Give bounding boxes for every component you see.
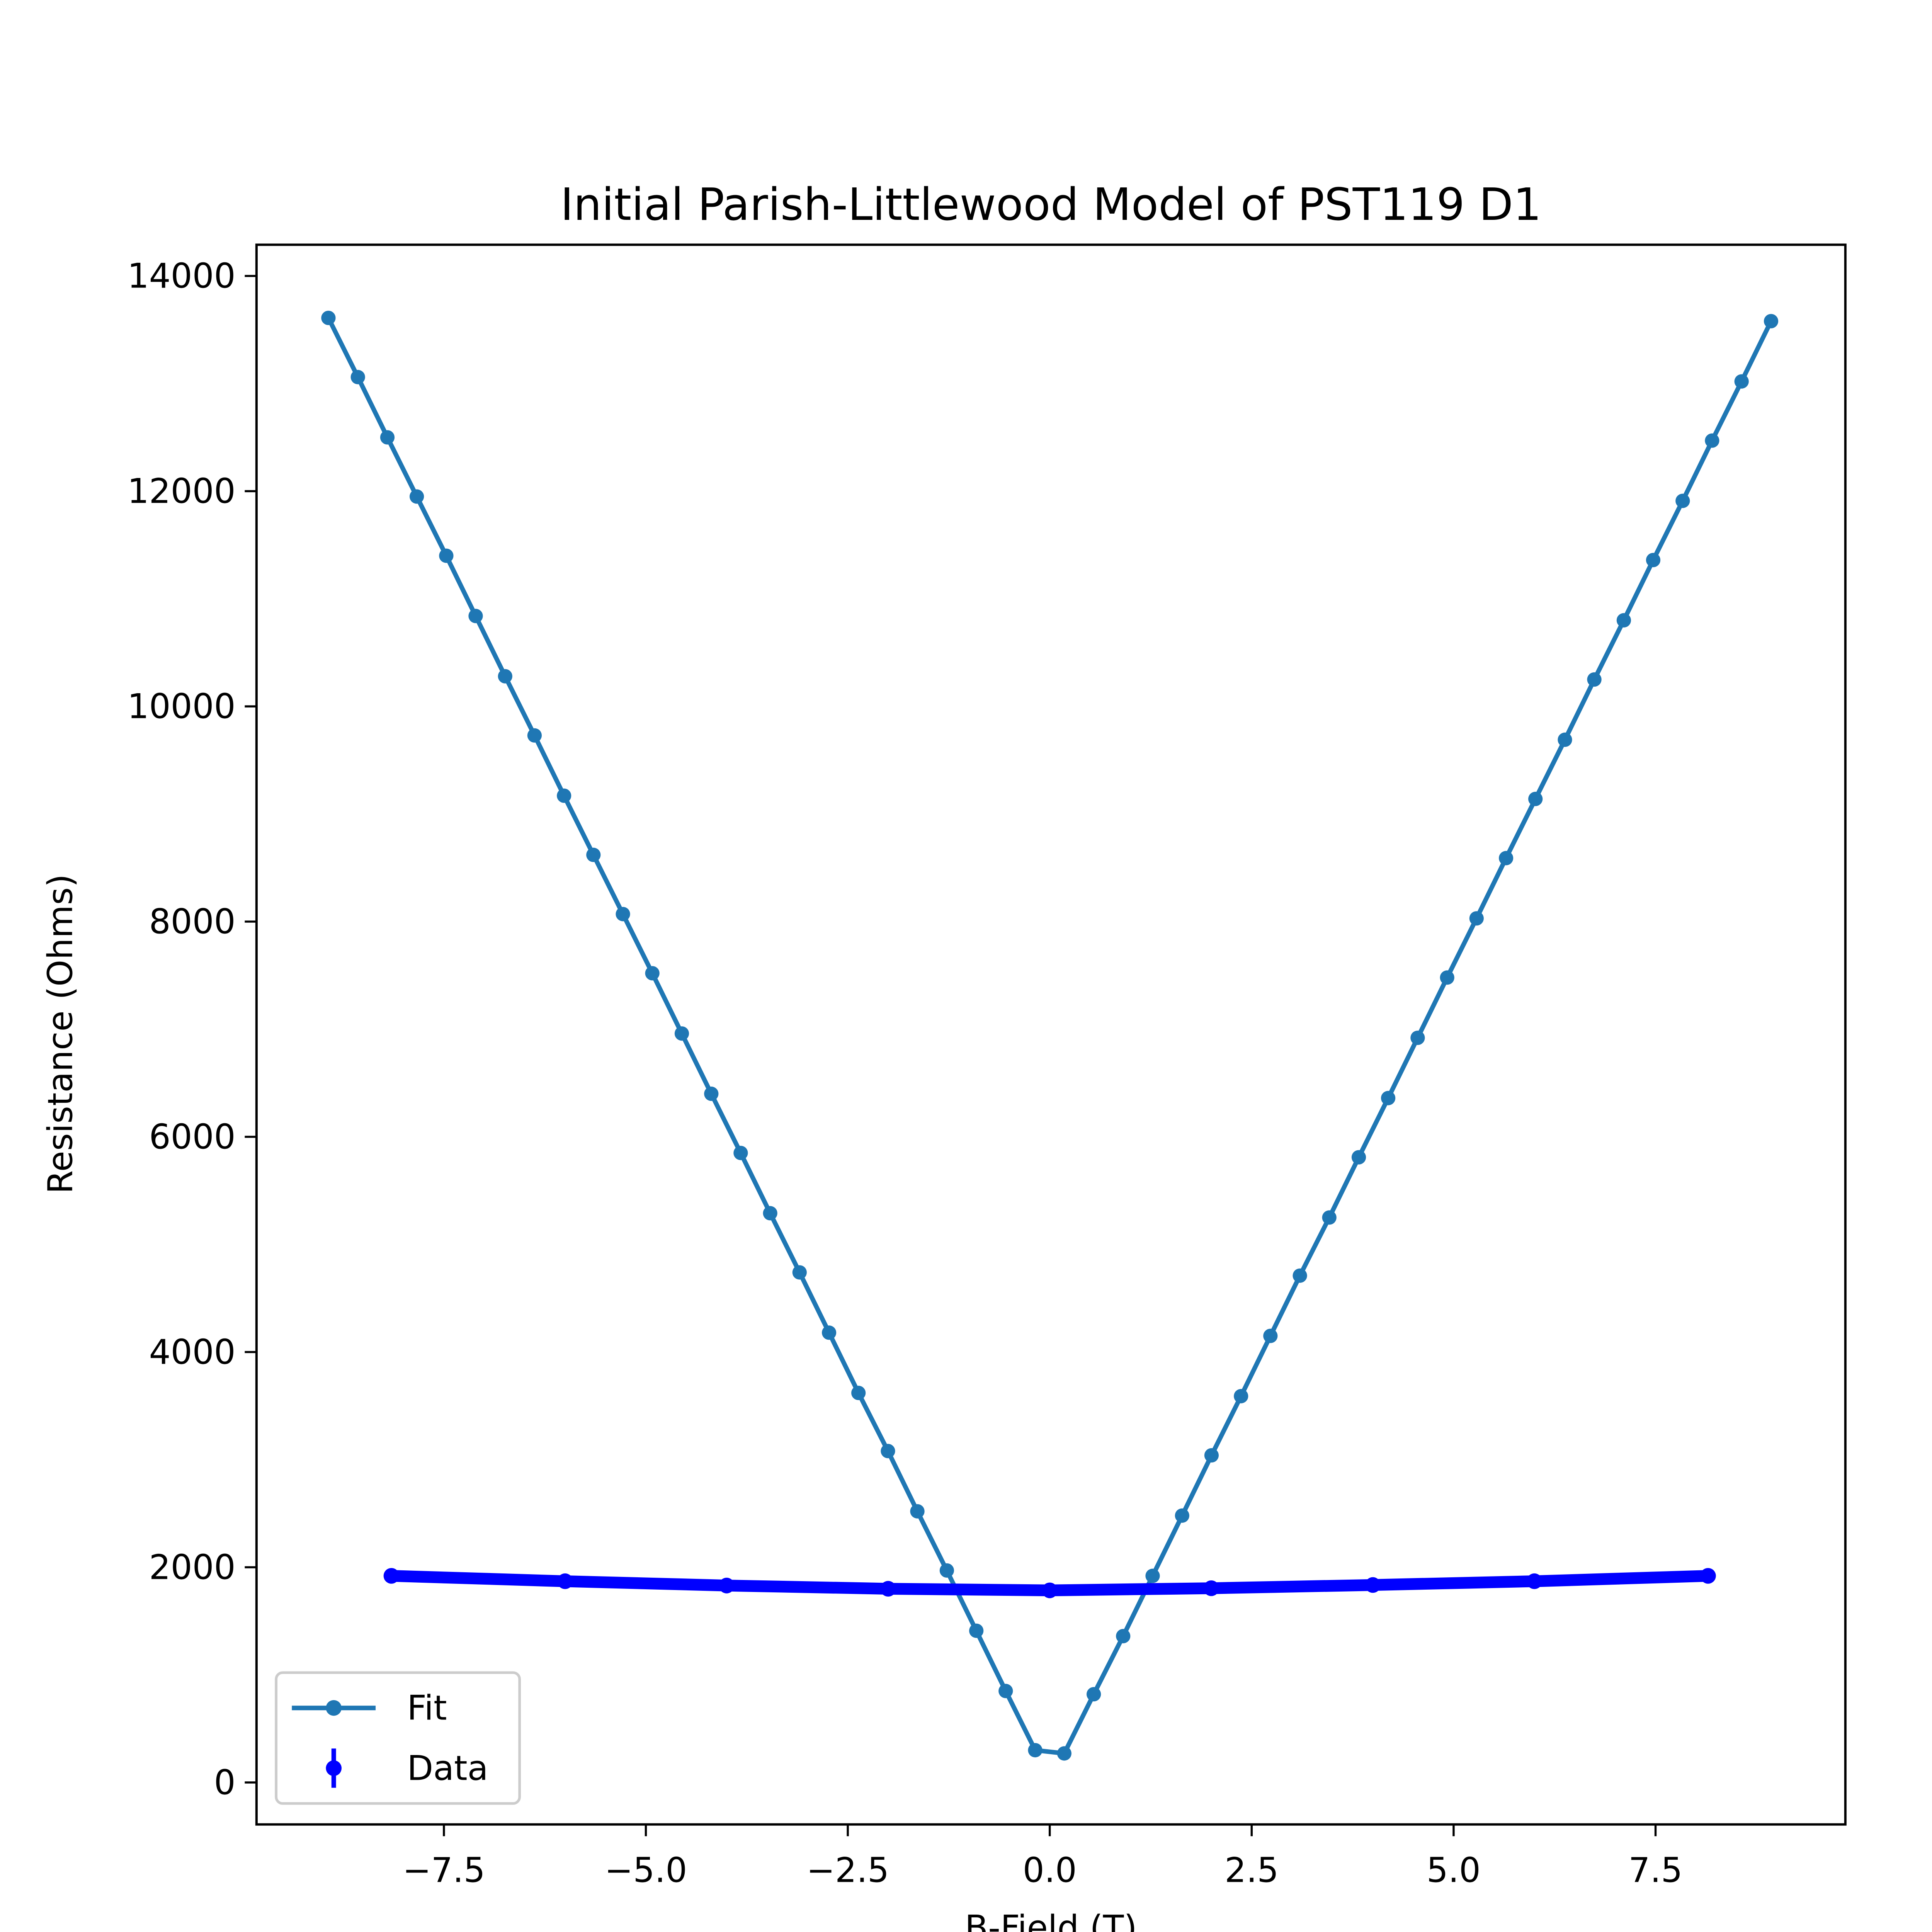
fit-point [439,548,454,563]
fit-point [586,847,601,862]
fit-point [851,1386,866,1400]
fit-point [350,370,365,384]
fit-point [910,1504,925,1519]
fit-point [733,1146,748,1160]
fit-point [1498,851,1514,866]
fit-point [1734,374,1749,389]
data-point [719,1578,735,1594]
data-point [1203,1580,1219,1596]
data-point [1042,1582,1058,1599]
x-tick-label: 7.5 [1629,1850,1683,1890]
data-point [1700,1568,1716,1584]
chart-title: Initial Parish-Littlewood Model of PST11… [560,179,1541,231]
fit-point [409,489,424,504]
fit-point [1528,791,1543,806]
fit-point [763,1206,777,1221]
y-tick-label: 14000 [128,256,236,296]
y-tick-label: 4000 [149,1332,236,1372]
fit-point [1175,1508,1189,1523]
y-tick-label: 12000 [128,471,236,511]
fit-point [1381,1091,1396,1105]
plot-frame [255,243,1847,1826]
legend-marker [326,1700,342,1716]
fit-point [1351,1150,1366,1165]
fit-point [674,1026,689,1041]
y-tick-label: 10000 [128,687,236,726]
fit-point [527,728,542,743]
data-point [383,1568,400,1584]
y-tick-label: 6000 [149,1117,236,1157]
fit-point [1293,1268,1307,1283]
fit-point [939,1563,954,1578]
fit-point [1204,1448,1219,1463]
fit-point [380,430,395,445]
x-axis-label: B-Field (T) [965,1908,1137,1932]
fit-point [1646,553,1661,567]
data-point [880,1581,896,1597]
fit-point [792,1265,807,1280]
legend-marker [326,1760,342,1776]
y-axis-label: Resistance (Ohms) [40,874,80,1194]
fit-point [1558,732,1572,747]
x-tick-label: 0.0 [1023,1850,1077,1890]
y-tick-label: 8000 [149,902,236,942]
fit-point [881,1444,895,1458]
fit-point [616,906,630,922]
x-tick-label: −2.5 [806,1850,889,1890]
fit-point [1587,672,1602,687]
fit-point [1087,1687,1101,1702]
fit-point [704,1087,719,1101]
fit-point [1764,314,1779,328]
legend-label: Data [407,1748,488,1788]
y-tick-label: 2000 [149,1548,236,1587]
x-tick-label: −7.5 [403,1850,485,1890]
fit-point [1116,1629,1131,1643]
fit-point [1057,1746,1071,1761]
data-point [557,1573,573,1589]
y-tick-label: 0 [214,1762,236,1802]
fit-point [1440,970,1454,985]
fit-point [1616,613,1631,628]
fit-point [557,788,571,803]
fit-point [1145,1568,1160,1583]
x-tick-label: 2.5 [1225,1850,1279,1890]
data-point [1365,1577,1381,1593]
fit-point [1322,1210,1337,1225]
fit-point [1028,1743,1043,1758]
fit-point [998,1684,1013,1698]
fit-point [1263,1328,1278,1343]
x-tick-label: −5.0 [605,1850,687,1890]
fit-point [821,1325,837,1340]
x-tick-label: 5.0 [1427,1850,1481,1890]
fit-point [1705,433,1719,448]
fit-point [645,966,660,981]
fit-point [1675,493,1690,508]
fit-point [969,1623,984,1638]
fit-point [1469,911,1484,926]
fit-point [321,311,336,325]
fit-line [326,315,1774,1756]
legend-label: Fit [407,1688,447,1728]
fit-point [1410,1031,1425,1045]
fit-point [498,669,512,684]
legend: Fit Data [275,1671,521,1805]
fit-point [468,609,483,623]
data-point [1526,1573,1543,1589]
fit-point [1234,1389,1248,1403]
